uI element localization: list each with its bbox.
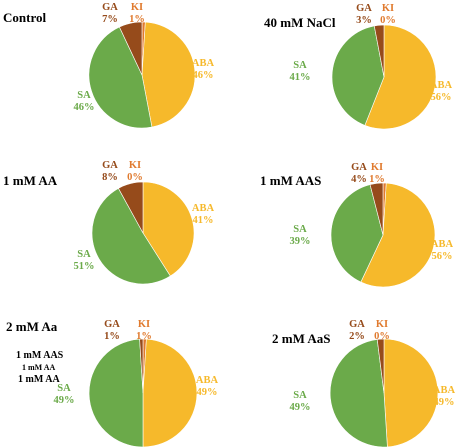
slice-ga (376, 338, 385, 394)
slice-value-sa: 46% (74, 102, 95, 113)
slice-ga (369, 182, 384, 236)
slice-ga (139, 338, 144, 394)
slice-value-ga: 3% (356, 15, 372, 26)
slice-ga (119, 21, 143, 76)
slice-sa (88, 338, 144, 448)
slice-label-ga: GA (102, 2, 118, 13)
slice-label-sa: SA (77, 90, 91, 101)
slice-sa (88, 26, 153, 129)
slice-label-sa: SA (57, 383, 71, 394)
slice-aba (383, 338, 439, 448)
slice-value-ga: 1% (104, 331, 120, 342)
slice-sa (91, 187, 171, 285)
chart-title: 2 mM Aa (6, 319, 58, 334)
slice-value-aba: 41% (193, 215, 214, 226)
slice-label-aba: ABA (192, 58, 215, 69)
slice-aba (364, 24, 437, 130)
slice-label-sa: SA (293, 60, 307, 71)
chart-title: Control (3, 10, 46, 25)
slice-label-aba: ABA (192, 203, 215, 214)
slice-ga (373, 24, 385, 78)
extra-label: 1 mM AA (18, 374, 60, 385)
slice-label-aba: ABA (431, 239, 454, 250)
slice-label-ki: KI (382, 3, 394, 14)
slice-value-ga: 8% (102, 172, 118, 183)
slice-label-ga: GA (102, 160, 118, 171)
slice-value-ki: 0% (374, 331, 390, 342)
slice-label-ki: KI (138, 319, 150, 330)
slice-value-sa: 49% (54, 395, 75, 406)
slice-label-ga: GA (349, 319, 365, 330)
chart-title: 1 mM AAS (260, 173, 321, 188)
slice-label-aba: ABA (433, 385, 456, 396)
slice-ga (118, 181, 144, 234)
slice-value-ki: 0% (380, 15, 396, 26)
slice-value-aba: 49% (197, 387, 218, 398)
slice-label-ga: GA (351, 162, 367, 173)
slice-label-sa: SA (293, 224, 307, 235)
slice-sa (329, 339, 388, 448)
slice-label-ga: GA (356, 3, 372, 14)
slice-aba (360, 182, 436, 288)
slice-value-aba: 46% (193, 70, 214, 81)
slice-aba (142, 338, 198, 448)
slice-value-ki: 1% (129, 14, 145, 25)
slice-label-ki: KI (376, 319, 388, 330)
slice-label-ki: KI (131, 2, 143, 13)
slice-sa (331, 25, 385, 126)
slice-value-sa: 39% (290, 236, 311, 247)
chart-title: 1 mM AA (3, 173, 58, 188)
slice-value-aba: 56% (432, 251, 453, 262)
extra-label: 1 mM AA (22, 363, 56, 372)
slice-value-ki: 1% (369, 174, 385, 185)
slice-value-ga: 7% (102, 14, 118, 25)
slice-value-aba: 49% (434, 397, 455, 408)
slice-label-aba: ABA (196, 375, 219, 386)
slice-label-ga: GA (104, 319, 120, 330)
slice-value-ga: 2% (349, 331, 365, 342)
slice-label-aba: ABA (430, 80, 453, 91)
slice-label-sa: SA (293, 390, 307, 401)
slice-label-ki: KI (129, 160, 141, 171)
slice-value-aba: 56% (431, 92, 452, 103)
slice-label-sa: SA (77, 249, 91, 260)
chart-title: 40 mM NaCl (264, 15, 336, 30)
slice-value-sa: 49% (290, 402, 311, 413)
slice-value-ga: 4% (351, 174, 367, 185)
slice-label-ki: KI (371, 162, 383, 173)
slice-value-sa: 51% (74, 261, 95, 272)
slice-aba (141, 21, 196, 128)
slice-value-ki: 1% (136, 331, 152, 342)
chart-title: 2 mM AaS (272, 331, 331, 346)
slice-value-ki: 0% (127, 172, 143, 183)
extra-label: 1 mM AAS (16, 350, 64, 361)
slice-sa (330, 184, 384, 283)
slice-value-sa: 41% (290, 72, 311, 83)
